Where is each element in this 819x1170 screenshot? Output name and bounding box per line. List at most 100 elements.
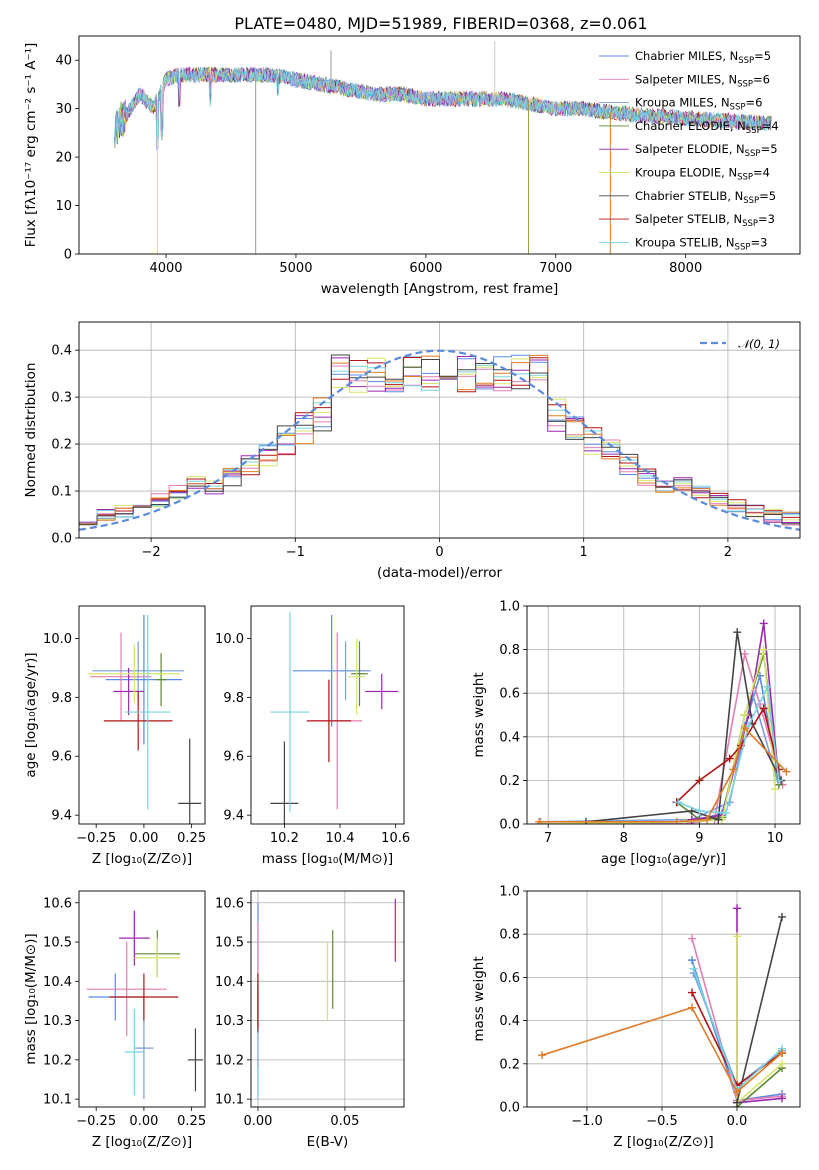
weight-marker bbox=[774, 776, 783, 785]
weight-line bbox=[585, 632, 782, 823]
weight-line bbox=[541, 1006, 783, 1094]
panel-age_vs_Z: −0.25 0.00 0.25 9.4 9.6 9.8 10.0 Z [log₁₀(Z/Z⊙)… bbox=[23, 605, 206, 867]
legend-label: Kroupa MILES, NSSP=6 bbox=[635, 96, 762, 113]
weight-marker bbox=[740, 649, 749, 658]
legend-label: Kroupa ELODIE, NSSP=4 bbox=[635, 166, 770, 183]
weight-marker bbox=[771, 785, 780, 794]
y-tick-label: 10.6 bbox=[43, 896, 72, 911]
y-tick-label: 0.0 bbox=[499, 818, 520, 833]
weight-marker bbox=[759, 645, 768, 654]
y-tick-label: 10.0 bbox=[215, 632, 244, 647]
mass_vs_Z-plot-area bbox=[86, 910, 204, 1100]
axes-frame bbox=[250, 890, 405, 1108]
x-tick-label: 0.05 bbox=[330, 1114, 359, 1129]
y-axis-label: mass weight bbox=[471, 956, 487, 1041]
y-tick-label: 1.0 bbox=[499, 885, 520, 900]
y-tick-label: 0.0 bbox=[499, 1101, 520, 1116]
weight-marker bbox=[740, 724, 749, 733]
weight-marker bbox=[733, 1098, 741, 1107]
x-tick-label: −1.0 bbox=[571, 1114, 603, 1129]
age_vs_mass-plot-area bbox=[270, 611, 399, 824]
weight-line bbox=[736, 916, 783, 1103]
weight-marker bbox=[729, 765, 738, 774]
y-tick-label: 9.8 bbox=[223, 691, 244, 706]
y-tick-label: 10.5 bbox=[215, 936, 244, 951]
weight-marker bbox=[688, 934, 696, 943]
x-tick-label: 10 bbox=[767, 831, 784, 846]
weight-marker bbox=[778, 1049, 786, 1057]
weight-marker bbox=[538, 1051, 546, 1060]
weight-marker bbox=[733, 932, 741, 941]
y-tick-label: 20 bbox=[55, 151, 72, 166]
y-tick-label: 0.3 bbox=[51, 391, 72, 406]
axes-frame bbox=[78, 605, 206, 825]
weight-marker bbox=[695, 806, 704, 815]
y-tick-label: 10.3 bbox=[43, 1014, 72, 1029]
age_vs_Z-plot-area bbox=[88, 614, 202, 824]
x-axis-label: Z [log₁₀(Z/Z⊙)] bbox=[92, 1134, 192, 1150]
x-tick-label: 10.2 bbox=[270, 831, 299, 846]
y-tick-label: 40 bbox=[55, 54, 72, 69]
y-tick-label: 9.6 bbox=[223, 750, 244, 765]
panel-residuals: −2 −1 0 1 2 0.0 0.1 0.2 0.3 0.4 (data-model)/error… bbox=[23, 321, 801, 581]
x-tick-label: −0.5 bbox=[646, 1114, 678, 1129]
y-tick-label: 0.2 bbox=[51, 438, 72, 453]
legend-label: Chabrier MILES, NSSP=5 bbox=[635, 49, 771, 66]
legend-label: Salpeter STELIB, NSSP=3 bbox=[635, 212, 775, 229]
weight-marker bbox=[714, 815, 723, 824]
weight_vs_Z-plot-area bbox=[527, 891, 800, 1107]
x-tick-label: 1 bbox=[580, 545, 588, 560]
weight-line bbox=[540, 692, 780, 823]
x-axis-label: mass [log₁₀(M/M⊙)] bbox=[262, 851, 393, 867]
weight-marker bbox=[674, 798, 683, 807]
x-tick-label: 0.00 bbox=[129, 1114, 158, 1129]
weight-marker bbox=[774, 765, 783, 774]
spectrum-plot-area bbox=[113, 40, 772, 254]
mass_vs_EBV-plot-area bbox=[251, 891, 404, 1107]
x-tick-label: 5000 bbox=[279, 261, 312, 276]
legend-label: 𝒩(0, 1) bbox=[738, 337, 780, 351]
weight-marker bbox=[688, 1003, 696, 1012]
x-tick-label: 2 bbox=[724, 545, 732, 560]
x-tick-label: −2 bbox=[142, 545, 161, 560]
weight-line bbox=[540, 653, 784, 824]
weight_vs_age-plot-area bbox=[527, 606, 800, 824]
y-tick-label: 10.3 bbox=[215, 1014, 244, 1029]
y-tick-label: 0.6 bbox=[499, 971, 520, 986]
y-tick-label: 10.4 bbox=[43, 975, 72, 990]
x-axis-label: (data-model)/error bbox=[377, 565, 503, 581]
x-tick-label: 7 bbox=[544, 831, 552, 846]
axes-frame bbox=[78, 890, 206, 1108]
x-tick-label: −1 bbox=[286, 545, 305, 560]
panel-spectrum: 4000 5000 6000 7000 8000 0 10 20 30 40 wavelength … bbox=[23, 35, 801, 297]
x-tick-label: −0.25 bbox=[76, 1114, 116, 1129]
panel-weight_vs_age: 7 8 9 10 0.0 0.2 0.4 0.6 0.8 1.0 age [log₁₀(age/yr… bbox=[471, 600, 801, 867]
y-tick-label: 0.4 bbox=[499, 730, 520, 745]
y-tick-label: 9.8 bbox=[51, 691, 72, 706]
x-tick-label: 0.00 bbox=[129, 831, 158, 846]
figure-title: PLATE=0480, MJD=51989, FIBERID=0368, z=0… bbox=[234, 14, 647, 33]
x-tick-label: 10.6 bbox=[381, 831, 410, 846]
y-tick-label: 0.8 bbox=[499, 643, 520, 658]
x-axis-label: E(B-V) bbox=[307, 1134, 349, 1150]
weight-marker bbox=[702, 815, 711, 824]
x-axis-label: Z [log₁₀(Z/Z⊙)] bbox=[613, 1134, 713, 1150]
x-axis-label: Z [log₁₀(Z/Z⊙)] bbox=[92, 851, 192, 867]
weight-marker bbox=[687, 815, 696, 824]
y-tick-label: 0.4 bbox=[499, 1014, 520, 1029]
y-tick-label: 10.4 bbox=[215, 975, 244, 990]
weight-marker bbox=[689, 964, 698, 973]
weight-marker bbox=[778, 1059, 786, 1068]
y-tick-label: 0.6 bbox=[499, 687, 520, 702]
y-tick-label: 0.4 bbox=[51, 344, 72, 359]
x-tick-label: 8 bbox=[620, 831, 628, 846]
axes-frame bbox=[250, 605, 405, 825]
axes-frame bbox=[526, 890, 801, 1108]
panel-age_vs_mass: 10.2 10.4 10.6 9.4 9.6 9.8 10.0 mass [log₁₀(M/M… bbox=[215, 605, 410, 867]
legend-label: Kroupa STELIB, NSSP=3 bbox=[635, 235, 767, 252]
legend-label: Chabrier STELIB, NSSP=5 bbox=[635, 189, 776, 206]
y-tick-label: 30 bbox=[55, 102, 72, 117]
x-tick-label: 4000 bbox=[149, 261, 182, 276]
panel-mass_vs_Z: −0.25 0.00 0.25 10.1 10.2 10.3 10.4 10.5 10.6 Z [… bbox=[23, 890, 206, 1150]
x-tick-label: 0.25 bbox=[177, 831, 206, 846]
